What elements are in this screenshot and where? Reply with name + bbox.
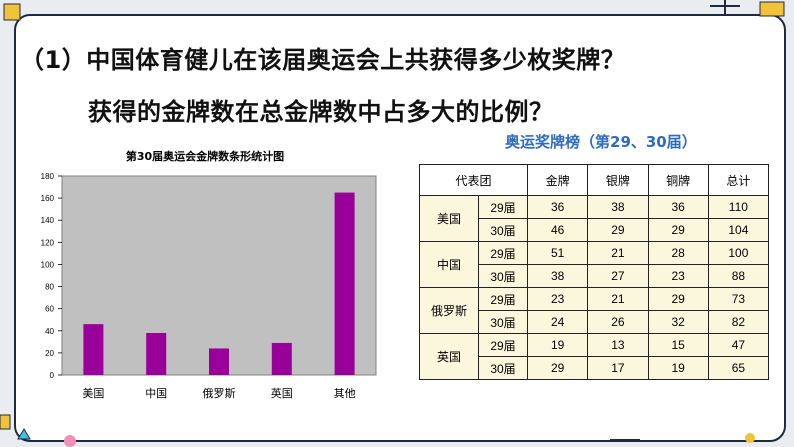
total-cell: 65 <box>707 356 770 380</box>
country-cell: 英国 <box>419 333 479 380</box>
silver-cell: 21 <box>587 287 649 311</box>
y-tick-label: 60 <box>45 305 54 314</box>
session-cell: 30届 <box>478 264 528 288</box>
total-cell: 104 <box>707 218 770 242</box>
bronze-cell: 29 <box>647 287 709 311</box>
x-category-label: 中国 <box>145 387 167 400</box>
bronze-cell: 36 <box>647 195 709 219</box>
bar-1 <box>146 332 167 375</box>
session-cell: 30届 <box>478 310 528 334</box>
session-cell: 30届 <box>478 218 528 242</box>
total-cell: 73 <box>707 287 770 311</box>
bronze-cell: 29 <box>647 218 709 242</box>
gold-cell: 46 <box>526 218 589 242</box>
gold-cell: 29 <box>526 356 589 380</box>
bars <box>83 192 355 375</box>
bar-0 <box>83 324 104 375</box>
y-tick-label: 40 <box>45 327 54 336</box>
bar-chart: 第30届奥运会金牌数条形统计图 0 20 40 60 80 100 120 140 160 180… <box>20 140 388 408</box>
bronze-cell: 15 <box>647 333 709 357</box>
session-cell: 29届 <box>478 333 528 357</box>
x-category-label: 英国 <box>271 386 293 400</box>
silver-cell: 26 <box>587 310 649 334</box>
bar-3 <box>271 342 292 375</box>
table-row: 英国 29届 19 13 15 47 <box>419 333 770 380</box>
plot-area <box>61 175 377 376</box>
question-line-2: 获得的金牌数在总金牌数中占多大的比例？ <box>88 98 554 126</box>
corner-decoration-top-left <box>3 3 21 21</box>
x-axis-labels: 美国 中国 俄罗斯 英国 其他 <box>82 386 355 400</box>
table-title: 奥运奖牌榜（第29、30届） <box>505 133 697 151</box>
session-cell: 29届 <box>478 195 528 219</box>
silver-cell: 29 <box>587 218 649 242</box>
session-cell: 29届 <box>478 241 528 265</box>
header-total: 总计 <box>707 164 770 196</box>
session-cell: 30届 <box>478 356 528 380</box>
total-cell: 100 <box>707 241 770 265</box>
y-axis-ticks: 0 20 40 60 80 100 120 140 160 180 <box>41 172 62 380</box>
gold-cell: 19 <box>526 333 589 357</box>
total-cell: 88 <box>707 264 770 288</box>
bronze-cell: 19 <box>647 356 709 380</box>
bar-4 <box>334 192 355 375</box>
gold-cell: 23 <box>526 287 589 311</box>
header-gold: 金牌 <box>526 164 589 196</box>
y-tick-label: 160 <box>41 194 55 203</box>
table-row: 30届 38 27 23 88 <box>420 264 770 288</box>
country-cell: 中国 <box>419 241 479 288</box>
y-tick-label: 0 <box>50 371 55 380</box>
x-category-label: 其他 <box>334 387 356 400</box>
corner-decoration-top-right <box>710 0 785 17</box>
silver-cell: 21 <box>587 241 649 265</box>
session-cell: 29届 <box>478 287 528 311</box>
gold-cell: 38 <box>526 264 589 288</box>
table-row: 中国 29届 51 21 28 100 <box>419 241 770 288</box>
corner-decoration-bottom-right <box>610 433 755 443</box>
table-row: 美国 29届 36 38 36 110 <box>419 195 770 242</box>
country-cell: 美国 <box>419 195 479 242</box>
y-tick-label: 100 <box>41 260 55 269</box>
total-cell: 47 <box>707 333 770 357</box>
medal-table: 代表团 金牌 银牌 铜牌 总计 美国 29届 36 38 36 110 30届 … <box>419 164 770 380</box>
y-tick-label: 140 <box>41 216 55 225</box>
header-delegation: 代表团 <box>419 164 528 196</box>
bar-chart-svg: 第30届奥运会金牌数条形统计图 0 20 40 60 80 100 120 140 160 180… <box>41 149 377 400</box>
x-category-label: 美国 <box>82 387 104 400</box>
table-row: 俄罗斯 29届 23 21 29 73 <box>419 287 770 334</box>
y-tick-label: 80 <box>45 283 54 292</box>
gold-cell: 24 <box>526 310 589 334</box>
chart-title: 第30届奥运会金牌数条形统计图 <box>126 149 284 163</box>
table-header-row: 代表团 金牌 银牌 铜牌 总计 <box>419 164 770 196</box>
corner-decoration-bottom-left <box>0 414 76 447</box>
silver-cell: 27 <box>587 264 649 288</box>
table-row: 30届 29 17 19 65 <box>420 356 770 380</box>
total-cell: 110 <box>707 195 770 219</box>
header-silver: 银牌 <box>587 164 649 196</box>
y-tick-label: 180 <box>41 172 55 181</box>
question-line-1: （1）中国体育健儿在该届奥运会上共获得多少枚奖牌？ <box>20 46 626 74</box>
y-tick-label: 20 <box>45 349 54 358</box>
bronze-cell: 28 <box>647 241 709 265</box>
x-category-label: 俄罗斯 <box>203 387 236 400</box>
silver-cell: 13 <box>587 333 649 357</box>
gold-cell: 36 <box>526 195 589 219</box>
silver-cell: 17 <box>587 356 649 380</box>
y-tick-label: 120 <box>41 238 55 247</box>
table-row: 30届 24 26 32 82 <box>420 310 770 334</box>
gold-cell: 51 <box>526 241 589 265</box>
bronze-cell: 23 <box>647 264 709 288</box>
silver-cell: 38 <box>587 195 649 219</box>
total-cell: 82 <box>707 310 770 334</box>
bronze-cell: 32 <box>647 310 709 334</box>
bar-2 <box>209 348 229 375</box>
country-cell: 俄罗斯 <box>419 287 479 334</box>
header-bronze: 铜牌 <box>647 164 709 196</box>
